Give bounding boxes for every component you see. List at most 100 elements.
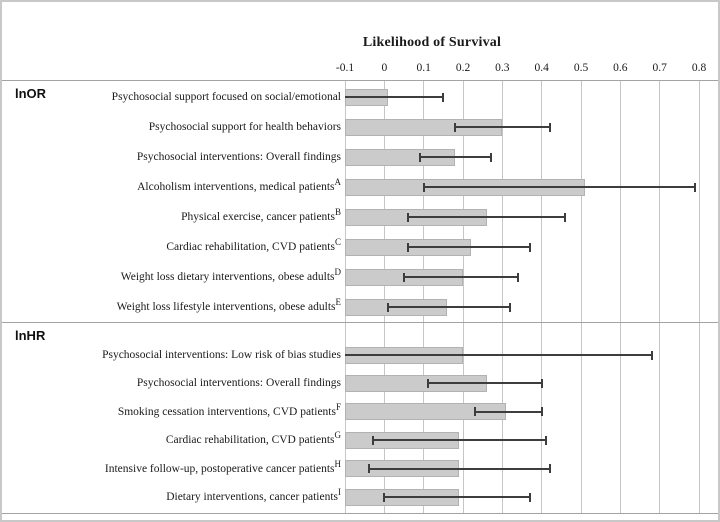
error-bar-cap [528, 242, 531, 252]
row-label: Cardiac rehabilitation, CVD patientsC [166, 238, 341, 256]
row-label: Psychosocial interventions: Overall find… [137, 148, 341, 166]
row-label-text: Weight loss lifestyle interventions, obe… [116, 301, 336, 313]
row-label-text: Psychosocial interventions: Low risk of … [102, 349, 341, 361]
gridline [659, 80, 661, 513]
x-axis-tick-label: 0 [381, 62, 388, 74]
error-bar [345, 96, 444, 98]
row-label: Weight loss lifestyle interventions, obe… [117, 298, 341, 316]
error-bar-cap [406, 242, 409, 252]
row-label-text: Cardiac rehabilitation, CVD patients [165, 434, 335, 447]
error-bar [419, 156, 491, 158]
gridline [698, 80, 700, 513]
error-bar [427, 382, 542, 385]
row-label-text: Intensive follow-up, postoperative cance… [104, 462, 335, 475]
error-bar-cap [517, 272, 520, 282]
row-label-text: Dietary interventions, cancer patients [166, 491, 338, 503]
error-bar-cap [540, 378, 543, 388]
error-bar-cap [403, 272, 405, 282]
row-label: Psychosocial support focused on social/e… [112, 88, 341, 106]
x-axis-tick-label: 0.3 [495, 62, 510, 74]
x-axis-tick-label: 0.6 [613, 62, 628, 74]
row-label-text: Cardiac rehabilitation, CVD patients [166, 241, 335, 253]
error-bar-cap [422, 182, 425, 192]
error-bar-cap [528, 492, 531, 502]
section-label-lnor: lnOR [15, 86, 47, 101]
row-superscript: B [334, 207, 341, 218]
divider-line [2, 80, 718, 81]
error-bar-cap [473, 407, 476, 417]
x-axis-tick-label: -0.1 [335, 62, 355, 74]
error-bar-cap [650, 350, 653, 360]
row-label: Weight loss dietary interventions, obese… [121, 268, 341, 286]
error-bar-cap [694, 182, 697, 192]
row-superscript: E [335, 297, 342, 308]
divider-line [2, 322, 718, 323]
row-label-text: Alcoholism interventions, medical patien… [137, 181, 335, 193]
error-bar-cap [406, 212, 409, 222]
row-label-text: Smoking cessation interventions, CVD pat… [117, 405, 336, 418]
x-axis-tick-label: 0.2 [455, 62, 471, 74]
error-bar-cap [509, 302, 512, 312]
error-bar-cap [371, 435, 374, 445]
row-label: Psychosocial interventions: Overall find… [137, 374, 341, 392]
row-label: Intensive follow-up, postoperative cance… [104, 458, 342, 478]
gridline [501, 80, 503, 513]
row-superscript: D [334, 267, 342, 278]
x-axis-tick-label: 0.4 [534, 62, 549, 74]
gridline [541, 80, 543, 513]
row-superscript: I [338, 487, 341, 498]
error-bar-cap [548, 464, 551, 474]
gridline [619, 80, 621, 513]
error-bar-cap [426, 378, 429, 388]
row-superscript: F [335, 401, 341, 412]
error-bar-cap [540, 407, 543, 417]
divider-line [2, 513, 718, 514]
row-superscript: C [334, 237, 341, 248]
x-axis-tick-label: 0.1 [416, 62, 431, 74]
error-bar [474, 410, 542, 413]
error-bar-cap [383, 492, 386, 502]
row-superscript: H [334, 458, 342, 469]
gridline [580, 80, 582, 513]
row-label: Psychosocial support for health behavior… [149, 118, 341, 136]
x-axis-tick-label: 0.5 [573, 62, 589, 74]
row-label-text: Psychosocial interventions: Overall find… [136, 151, 341, 163]
error-bar-cap [489, 152, 492, 162]
error-bar [345, 354, 652, 356]
gridline [383, 80, 385, 513]
error-bar [407, 246, 530, 248]
error-bar [455, 126, 550, 128]
error-bar-cap [548, 122, 551, 132]
error-bar [404, 276, 519, 278]
row-label-text: Psychosocial support for health behavior… [148, 121, 341, 133]
gridline [344, 80, 346, 513]
chart-title: Likelihood of Survival [362, 35, 502, 50]
row-label-text: Physical exercise, cancer patients [181, 211, 335, 223]
x-axis-tick-label: 0.8 [691, 62, 707, 74]
row-superscript: A [334, 177, 342, 188]
error-bar-cap [387, 302, 390, 312]
gridline [462, 80, 464, 513]
error-bar [388, 306, 511, 308]
row-label-text: Weight loss dietary interventions, obese… [120, 271, 335, 283]
error-bar [407, 216, 566, 218]
row-label-text: Psychosocial interventions: Overall find… [136, 377, 341, 390]
error-bar [423, 186, 696, 188]
section-label-lnhr: lnHR [15, 328, 46, 343]
row-label: Psychosocial interventions: Low risk of … [102, 346, 341, 364]
error-bar-cap [564, 212, 567, 222]
error-bar [368, 467, 550, 470]
row-label: Dietary interventions, cancer patientsI [166, 488, 341, 506]
error-bar [384, 496, 530, 498]
gridline [423, 80, 425, 513]
error-bar-cap [454, 122, 457, 132]
error-bar-cap [367, 464, 370, 474]
error-bar-cap [442, 92, 445, 102]
error-bar [372, 439, 546, 442]
x-axis-tick-label: 0.7 [652, 62, 667, 74]
error-bar-cap [418, 152, 421, 162]
row-label: Cardiac rehabilitation, CVD patientsG [166, 431, 341, 449]
row-label: Physical exercise, cancer patientsB [181, 208, 341, 226]
error-bar-cap [544, 435, 547, 445]
